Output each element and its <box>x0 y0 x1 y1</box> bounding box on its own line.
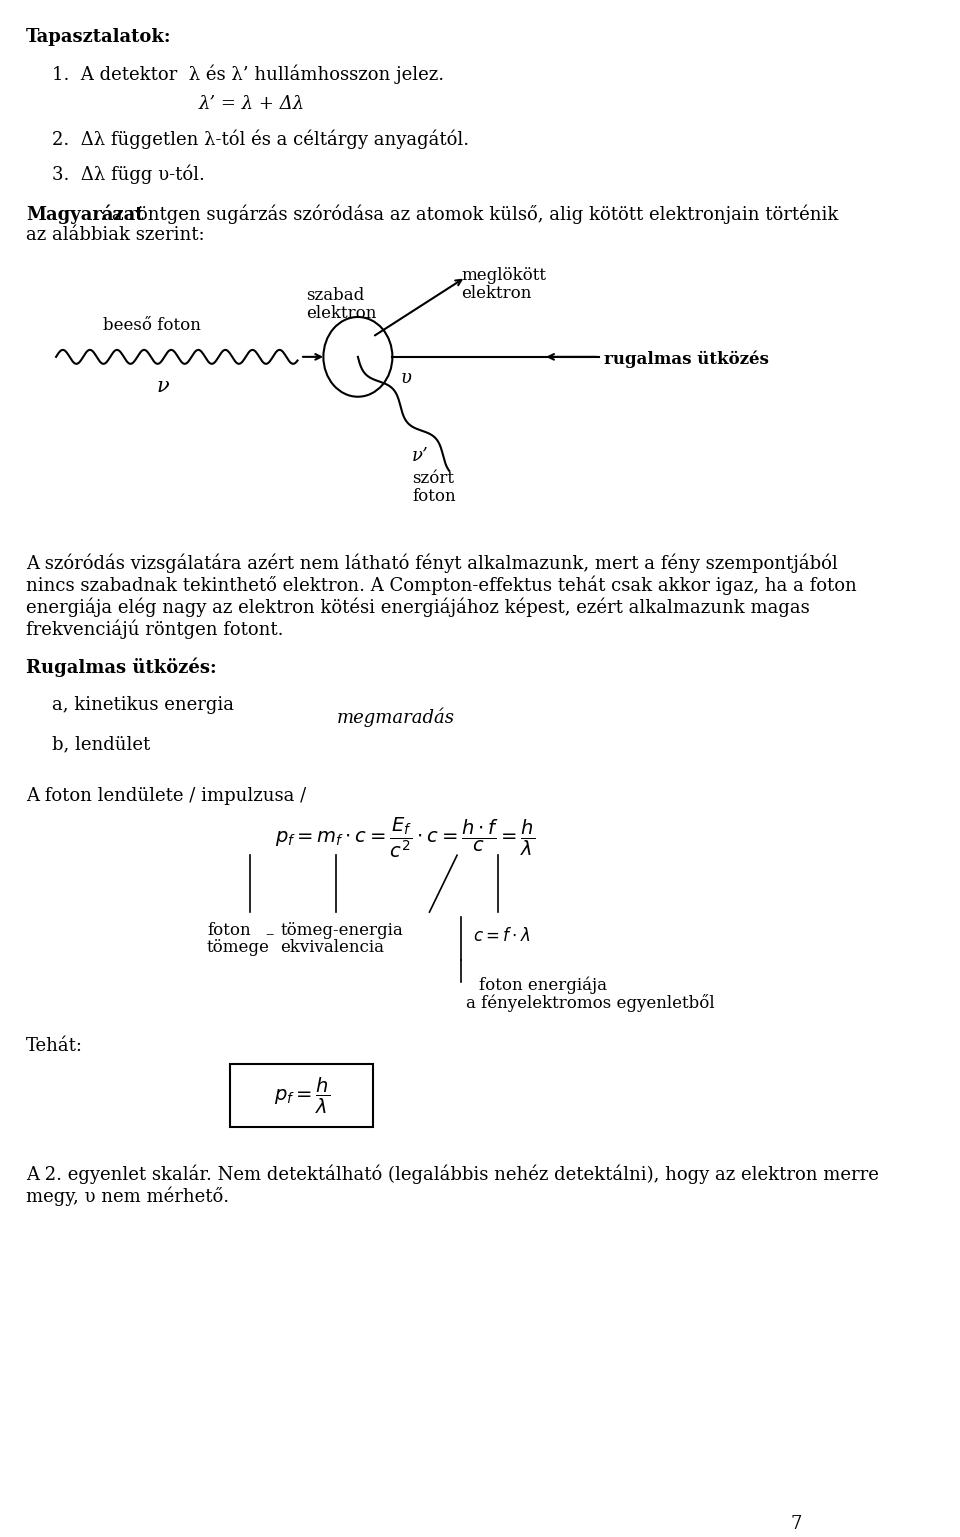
Text: $p_f = m_f \cdot c = \dfrac{E_f}{c^2} \cdot c = \dfrac{h \cdot f}{c} = \dfrac{h}: $p_f = m_f \cdot c = \dfrac{E_f}{c^2} \c… <box>276 815 536 859</box>
Text: 1.  A detektor  λ és λ’ hullámhosszon jelez.: 1. A detektor λ és λ’ hullámhosszon jele… <box>52 65 444 85</box>
FancyBboxPatch shape <box>230 1064 373 1127</box>
Text: $p_f = \dfrac{h}{\lambda}$: $p_f = \dfrac{h}{\lambda}$ <box>274 1076 330 1116</box>
Text: A szóródás vizsgálatára azért nem látható fényt alkalmazunk, mert a fény szempon: A szóródás vizsgálatára azért nem láthat… <box>26 553 838 573</box>
Text: elektron: elektron <box>462 284 532 303</box>
Text: megmaradás: megmaradás <box>336 707 454 727</box>
Text: b, lendület: b, lendület <box>52 736 150 753</box>
Text: 7: 7 <box>791 1515 802 1532</box>
Text: nincs szabadnak tekinthető elektron. A Compton-effektus tehát csak akkor igaz, h: nincs szabadnak tekinthető elektron. A C… <box>26 575 856 595</box>
Text: szabad: szabad <box>306 287 365 304</box>
Text: 3.  Δλ függ υ-tól.: 3. Δλ függ υ-tól. <box>52 164 204 184</box>
Text: –: – <box>266 925 274 944</box>
Text: a, kinetikus energia: a, kinetikus energia <box>52 696 233 713</box>
Text: Tehát:: Tehát: <box>26 1036 83 1054</box>
Text: Tapasztalatok:: Tapasztalatok: <box>26 28 172 46</box>
Text: beeső foton: beeső foton <box>104 317 202 334</box>
Text: az alábbiak szerint:: az alábbiak szerint: <box>26 226 204 244</box>
Text: Magyarázat: Magyarázat <box>26 204 143 224</box>
Text: meglökött: meglökött <box>462 267 546 284</box>
Text: $c = f \cdot \lambda$: $c = f \cdot \lambda$ <box>472 927 530 945</box>
Text: a fényelektromos egyenletből: a fényelektromos egyenletből <box>466 994 714 1011</box>
Text: : a röntgen sugárzás szóródása az atomok külső, alig kötött elektronjain történi: : a röntgen sugárzás szóródása az atomok… <box>100 204 838 224</box>
Text: frekvenciájú röntgen fotont.: frekvenciájú röntgen fotont. <box>26 619 283 638</box>
Text: megy, υ nem mérhető.: megy, υ nem mérhető. <box>26 1187 229 1205</box>
Text: υ: υ <box>401 369 412 387</box>
Text: elektron: elektron <box>306 304 376 323</box>
Text: foton: foton <box>207 922 251 939</box>
Text: Rugalmas ütközés:: Rugalmas ütközés: <box>26 658 217 678</box>
Text: tömege: tömege <box>207 939 270 956</box>
Text: 2.  Δλ független λ-tól és a céltárgy anyagától.: 2. Δλ független λ-tól és a céltárgy anya… <box>52 129 468 149</box>
Text: A foton lendülete / impulzusa /: A foton lendülete / impulzusa / <box>26 787 306 805</box>
Text: foton: foton <box>412 489 456 506</box>
Text: foton energiája: foton energiája <box>479 978 607 994</box>
Text: rugalmas ütközés: rugalmas ütközés <box>604 350 769 369</box>
Text: ν’: ν’ <box>412 447 429 464</box>
Text: A 2. egyenlet skalár. Nem detektálható (legalábbis nehéz detektálni), hogy az el: A 2. egyenlet skalár. Nem detektálható (… <box>26 1164 878 1183</box>
Text: λ’ = λ + Δλ: λ’ = λ + Δλ <box>199 95 304 112</box>
Text: energiája elég nagy az elektron kötési energiájához képest, ezért alkalmazunk ma: energiája elég nagy az elektron kötési e… <box>26 596 809 616</box>
Text: szórt: szórt <box>412 470 454 487</box>
Text: tömeg-energia: tömeg-energia <box>280 922 403 939</box>
Text: ekvivalencia: ekvivalencia <box>280 939 384 956</box>
Text: ν: ν <box>156 377 170 397</box>
